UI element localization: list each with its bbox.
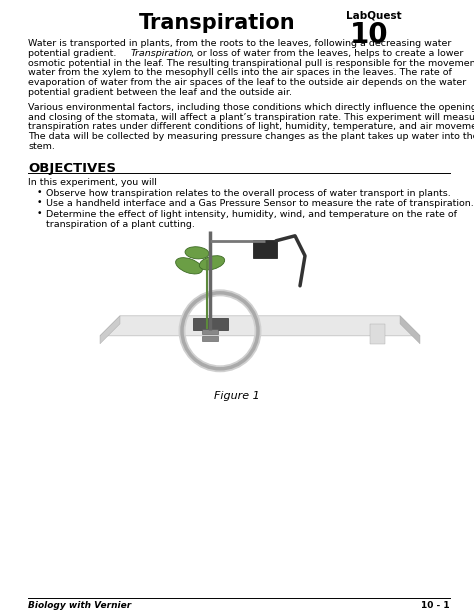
Text: Observe how transpiration relates to the overall process of water transport in p: Observe how transpiration relates to the… bbox=[46, 189, 451, 197]
Text: potential gradient between the leaf and the outside air.: potential gradient between the leaf and … bbox=[28, 88, 292, 97]
Text: 10 - 1: 10 - 1 bbox=[421, 601, 450, 610]
Text: In this experiment, you will: In this experiment, you will bbox=[28, 178, 157, 187]
Text: •: • bbox=[37, 209, 43, 218]
Text: and closing of the stomata, will affect a plant’s transpiration rate. This exper: and closing of the stomata, will affect … bbox=[28, 113, 474, 121]
Ellipse shape bbox=[185, 246, 209, 259]
Text: , or loss of water from the leaves, helps to create a lower: , or loss of water from the leaves, help… bbox=[191, 49, 464, 58]
Text: water from the xylem to the mesophyll cells into the air spaces in the leaves. T: water from the xylem to the mesophyll ce… bbox=[28, 69, 452, 77]
Text: Biology with Vernier: Biology with Vernier bbox=[28, 601, 131, 610]
Text: •: • bbox=[37, 199, 43, 207]
Text: osmotic potential in the leaf. The resulting transpirational pull is responsible: osmotic potential in the leaf. The resul… bbox=[28, 59, 474, 67]
Bar bbox=[202, 336, 218, 341]
Bar bbox=[202, 329, 218, 334]
Ellipse shape bbox=[176, 257, 202, 274]
Ellipse shape bbox=[200, 256, 225, 270]
Text: stem.: stem. bbox=[28, 142, 55, 151]
Text: Transpiration: Transpiration bbox=[139, 13, 295, 33]
Text: Transpiration: Transpiration bbox=[131, 49, 193, 58]
FancyBboxPatch shape bbox=[253, 240, 277, 258]
Polygon shape bbox=[400, 316, 420, 344]
Text: potential gradient.: potential gradient. bbox=[28, 49, 119, 58]
Text: transpiration of a plant cutting.: transpiration of a plant cutting. bbox=[46, 220, 195, 229]
Text: 10: 10 bbox=[350, 21, 389, 49]
Text: Determine the effect of light intensity, humidity, wind, and temperature on the : Determine the effect of light intensity,… bbox=[46, 210, 457, 219]
Text: OBJECTIVES: OBJECTIVES bbox=[28, 162, 116, 175]
Text: LabQuest: LabQuest bbox=[346, 10, 401, 20]
Text: Various environmental factors, including those conditions which directly influen: Various environmental factors, including… bbox=[28, 103, 474, 112]
Polygon shape bbox=[100, 316, 420, 336]
Text: evaporation of water from the air spaces of the leaf to the outside air depends : evaporation of water from the air spaces… bbox=[28, 78, 466, 87]
Text: The data will be collected by measuring pressure changes as the plant takes up w: The data will be collected by measuring … bbox=[28, 132, 474, 141]
Polygon shape bbox=[100, 316, 120, 344]
Text: transpiration rates under different conditions of light, humidity, temperature, : transpiration rates under different cond… bbox=[28, 123, 474, 131]
Text: Use a handheld interface and a Gas Pressure Sensor to measure the rate of transp: Use a handheld interface and a Gas Press… bbox=[46, 199, 474, 208]
Text: Figure 1: Figure 1 bbox=[214, 391, 260, 401]
Text: •: • bbox=[37, 188, 43, 197]
Polygon shape bbox=[370, 324, 385, 344]
Text: Water is transported in plants, from the roots to the leaves, following a decrea: Water is transported in plants, from the… bbox=[28, 39, 451, 48]
Bar bbox=[193, 318, 228, 330]
